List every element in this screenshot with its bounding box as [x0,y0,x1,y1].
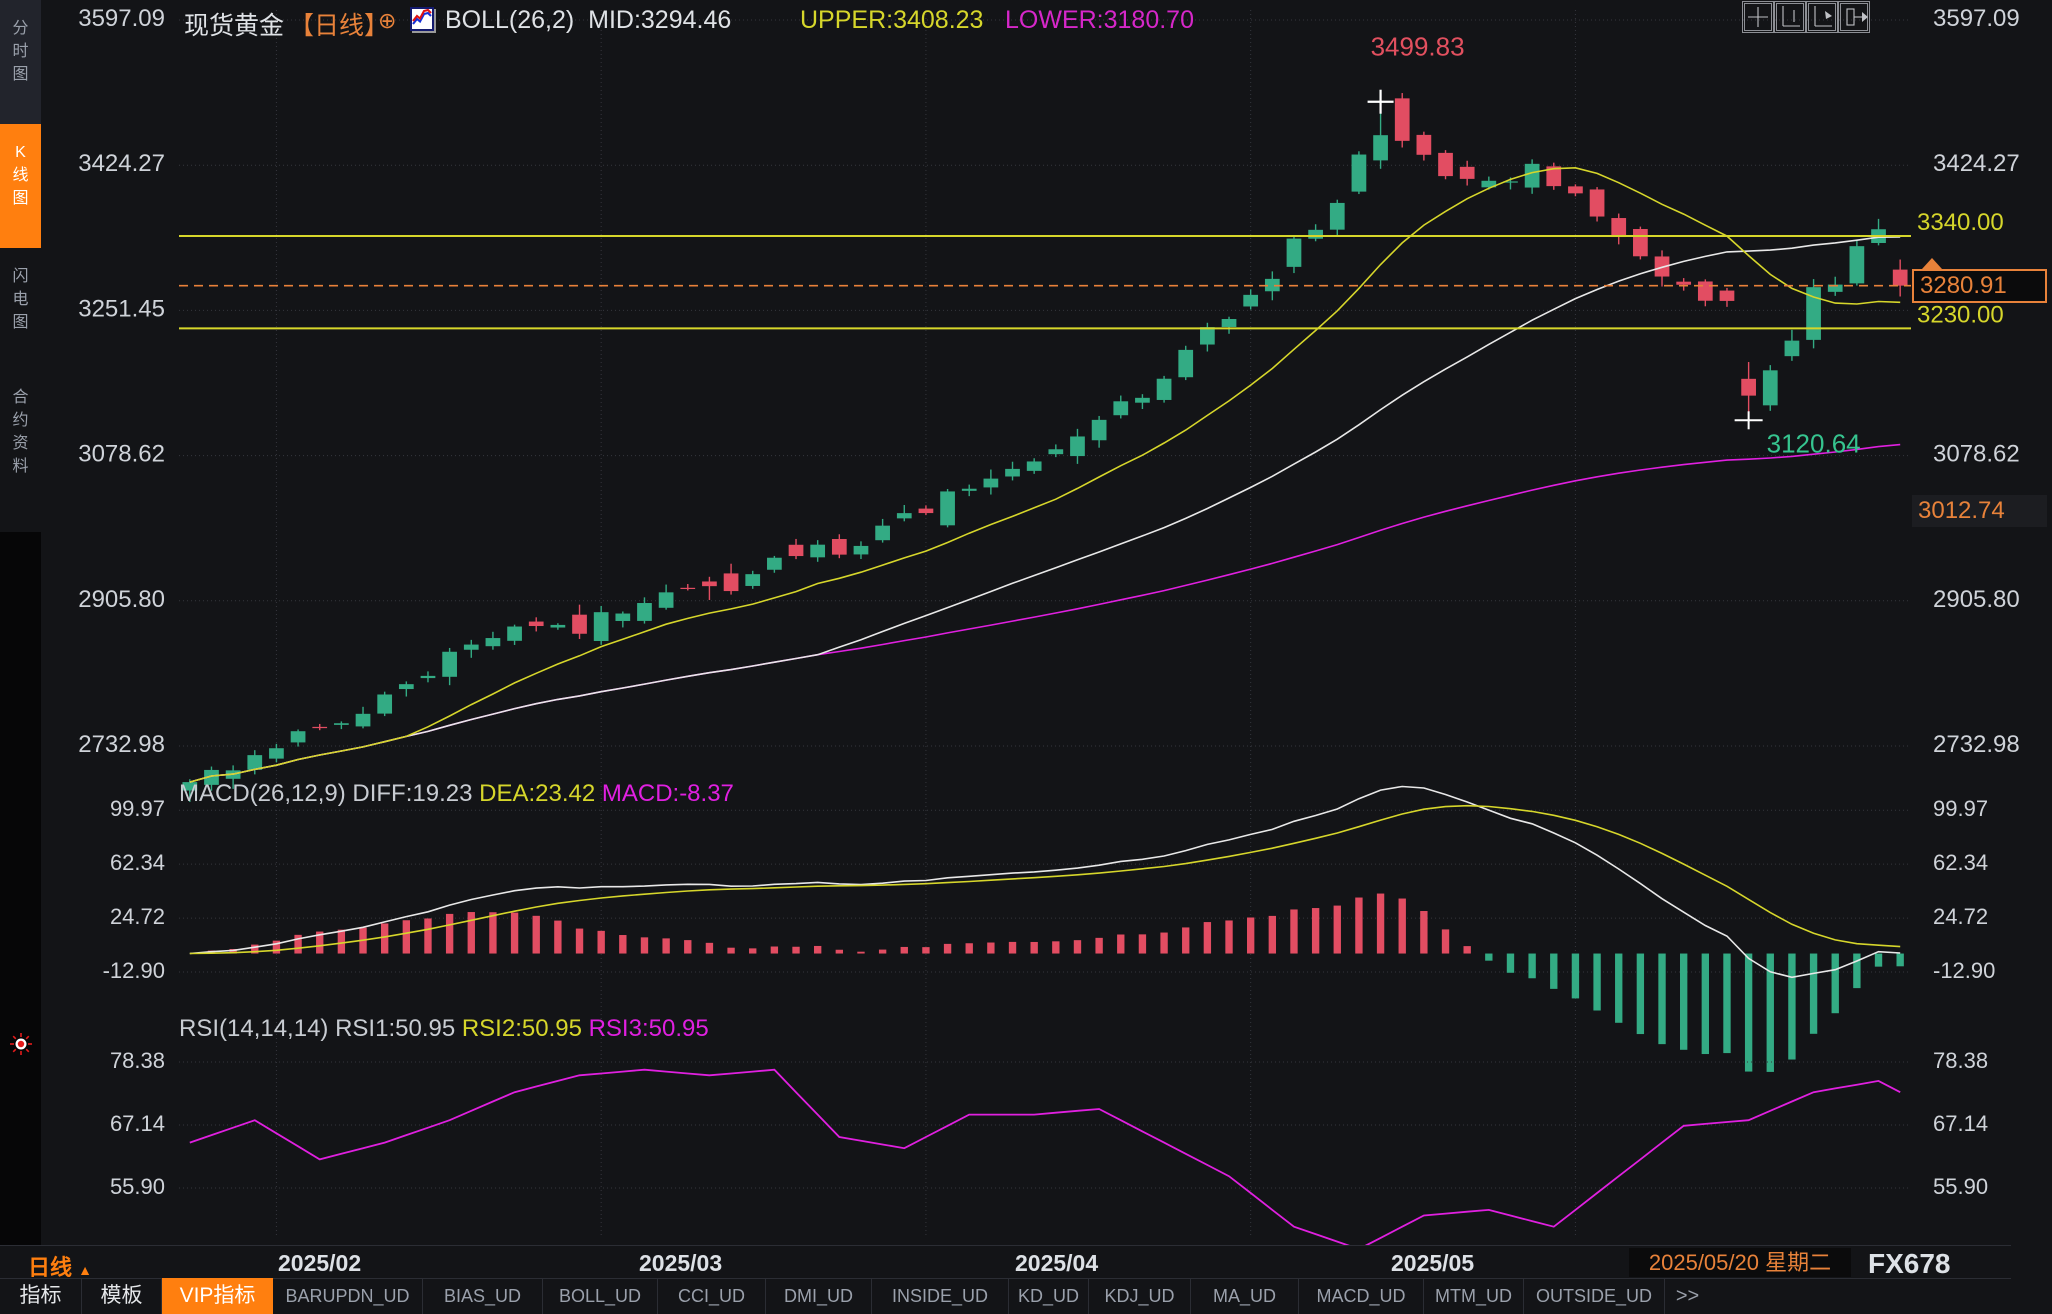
svg-text:MACD(26,12,9) DIFF:19.23 DEA:: MACD(26,12,9) DIFF:19.23 DEA:23.42 MACD:… [179,780,734,807]
svg-text:3230.00: 3230.00 [1917,301,2004,328]
svg-text:99.97: 99.97 [110,796,165,821]
svg-text:3424.27: 3424.27 [78,150,165,177]
svg-text:-12.90: -12.90 [1933,958,1995,983]
svg-text:67.14: 67.14 [1933,1111,1988,1136]
svg-text:2732.98: 2732.98 [1933,731,2020,758]
svg-text:24.72: 24.72 [1933,904,1988,929]
svg-text:62.34: 62.34 [110,850,165,875]
svg-text:2905.80: 2905.80 [1933,586,2020,613]
svg-text:62.34: 62.34 [1933,850,1988,875]
svg-text:55.90: 55.90 [1933,1174,1988,1199]
svg-text:67.14: 67.14 [110,1111,165,1136]
svg-text:55.90: 55.90 [110,1174,165,1199]
svg-text:3340.00: 3340.00 [1917,209,2004,236]
svg-text:3499.83: 3499.83 [1371,32,1465,62]
svg-text:3120.64: 3120.64 [1767,428,1861,458]
svg-text:3251.45: 3251.45 [78,295,165,322]
svg-text:RSI(14,14,14) RSI1:50.95 RSI2: RSI(14,14,14) RSI1:50.95 RSI2:50.95 RSI3… [179,1015,709,1042]
svg-text:3597.09: 3597.09 [1933,5,2020,32]
svg-text:24.72: 24.72 [110,904,165,929]
svg-text:2905.80: 2905.80 [78,586,165,613]
svg-text:99.97: 99.97 [1933,796,1988,821]
svg-text:78.38: 78.38 [110,1048,165,1073]
svg-text:3078.62: 3078.62 [1933,441,2020,468]
svg-text:3078.62: 3078.62 [78,441,165,468]
svg-text:-12.90: -12.90 [103,958,165,983]
svg-text:2732.98: 2732.98 [78,731,165,758]
svg-text:3424.27: 3424.27 [1933,150,2020,177]
svg-text:78.38: 78.38 [1933,1048,1988,1073]
svg-text:3597.09: 3597.09 [78,5,165,32]
